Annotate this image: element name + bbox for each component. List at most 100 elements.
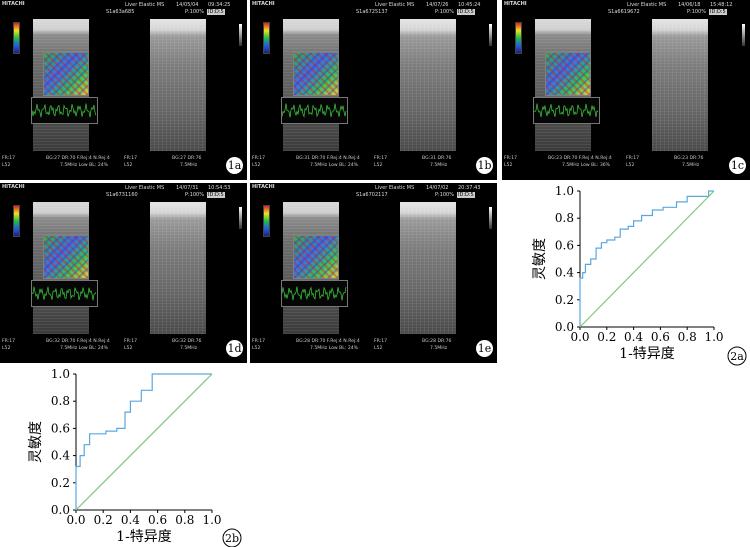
serial-text: S1a6731160 (106, 192, 138, 198)
power-text: P:100% (185, 192, 204, 198)
brand-text: HITACHI (504, 1, 527, 7)
elastic-roi-overlay (43, 52, 89, 96)
strain-waveform (32, 286, 97, 301)
footer-left-2: L52 (252, 346, 261, 351)
footer-mid-2: 7.5MHz Low BL: 24% (310, 163, 359, 168)
footer-far-1: BG:27 DR:76 (172, 156, 202, 161)
mode-text: Liver Elastic MS (375, 185, 415, 191)
time-text: 09:34:25 (208, 2, 231, 8)
footer-left-2: L52 (2, 163, 11, 168)
figure-label-circle (222, 528, 242, 547)
x-tick-label: 0.0 (570, 330, 589, 344)
footer-right-2: L52 (374, 163, 383, 168)
y-tick-label: 0.8 (555, 211, 574, 225)
field-badge: ID:D:5 (457, 9, 475, 15)
footer-left-2: L52 (252, 163, 261, 168)
footer-mid-1: BG:27 DR:70 F.Rej:4 N.Rej:4 (46, 156, 110, 161)
field-badge: ID:D:5 (207, 192, 225, 198)
strain-graph (31, 97, 98, 124)
x-tick-label: 1.0 (704, 330, 723, 344)
roc-curve (579, 190, 714, 327)
footer-far-1: BG:32 DR:76 (172, 339, 202, 344)
strain-graph (281, 97, 348, 124)
elastic-roi-overlay (293, 235, 339, 279)
x-axis-label: 1-特异度 (116, 529, 172, 545)
footer-right-1: FR:17 (374, 156, 388, 161)
ultrasound-panel-1e: HITACHI Liver Elastic MS 14/07/02 20:37:… (250, 183, 497, 363)
y-tick-label: 0.4 (555, 266, 574, 280)
mode-text: Liver Elastic MS (375, 2, 415, 8)
date-text: 14/07/02 (426, 185, 449, 191)
footer-right-2: L52 (374, 346, 383, 351)
x-axis-label: 1-特异度 (619, 346, 675, 362)
footer-far-2: 7.5MHz (682, 163, 700, 168)
footer-far-1: BG:31 DR:76 (422, 156, 452, 161)
mode-text: Liver Elastic MS (627, 2, 667, 8)
footer-mid-1: BG:28 DR:70 F.Rej:4 N.Rej:4 (296, 339, 360, 344)
x-tick-label: 0.8 (175, 513, 194, 527)
footer-right-1: FR:17 (124, 339, 138, 344)
footer-left-1: FR:17 (2, 156, 16, 161)
footer-left-1: FR:17 (252, 156, 266, 161)
footer-right-1: FR:17 (374, 339, 388, 344)
brand-text: HITACHI (2, 184, 25, 190)
field-badge: ID:D:5 (207, 9, 225, 15)
strain-waveform (32, 103, 97, 118)
date-text: 14/05/04 (176, 2, 199, 8)
elastic-roi-overlay (293, 52, 339, 96)
gray-scale-bar (239, 207, 242, 229)
roc-curve (75, 373, 212, 510)
y-tick-label: 0.8 (51, 394, 70, 408)
reference-line (75, 373, 213, 511)
strain-line (534, 103, 599, 118)
footer-right-1: FR:17 (124, 156, 138, 161)
figure-label: 2b (222, 528, 242, 547)
roc-chart-2a: 0.0 0.2 0.4 0.6 0.8 1.0 0.0 0.2 0.4 0.6 0.8 1.0 1-特异… (532, 184, 747, 366)
footer-mid-1: BG:32 DR:70 F.Rej:4 N.Rej:4 (46, 339, 110, 344)
y-tick-label: 0.6 (555, 238, 574, 252)
power-text: P:100% (435, 9, 454, 15)
time-text: 20:37:43 (458, 185, 481, 191)
footer-far-2: 7.5MHz (180, 346, 198, 351)
x-tick-label: 0.6 (651, 330, 670, 344)
ultrasound-panel-1a: HITACHI Liver Elastic MS 14/05/04 09:34:… (0, 0, 247, 180)
figure-label: 2a (727, 346, 747, 366)
reference-line (579, 190, 715, 328)
y-axis-label: 灵敏度 (532, 238, 548, 280)
footer-left-1: FR:17 (252, 339, 266, 344)
y-tick-label: 0.0 (555, 320, 574, 334)
y-tick-label: 0.4 (51, 449, 70, 463)
x-tick-label: 0.4 (121, 513, 140, 527)
footer-far-2: 7.5MHz (430, 163, 448, 168)
field-badge: ID:D:5 (457, 192, 475, 198)
figure-label: 1d (226, 340, 243, 357)
figure-label: 1b (476, 157, 493, 174)
time-text: 10:45:24 (458, 2, 481, 8)
y-tick-label: 1.0 (555, 184, 574, 198)
date-text: 14/07/31 (176, 185, 199, 191)
elastic-color-bar (263, 22, 270, 54)
footer-mid-2: 7.5MHz Low BL: 24% (310, 346, 359, 351)
brand-text: HITACHI (252, 1, 275, 7)
date-text: 14/07/26 (426, 2, 449, 8)
brand-text: HITACHI (252, 184, 275, 190)
footer-mid-2: 7.5MHz Low BL: 36% (562, 163, 611, 168)
footer-left-1: FR:17 (504, 156, 518, 161)
serial-text: S1a6619672 (608, 9, 640, 15)
gray-scale-bar (742, 24, 745, 46)
x-tick-label: 0.4 (624, 330, 643, 344)
elastic-roi-overlay (43, 235, 89, 279)
elastic-color-bar (13, 205, 20, 237)
elastic-color-bar (13, 22, 20, 54)
footer-mid-2: 7.5MHz Low BL: 24% (60, 163, 109, 168)
serial-text: S1a6725137 (356, 9, 388, 15)
footer-left-2: L52 (504, 163, 513, 168)
strain-line (282, 286, 347, 301)
elastic-color-bar (263, 205, 270, 237)
bmode-image (150, 202, 206, 334)
footer-far-2: 7.5MHz (180, 163, 198, 168)
strain-graph (533, 97, 600, 124)
figure-label-text: 2b (225, 532, 239, 545)
field-badge: ID:D:5 (709, 9, 727, 15)
x-tick-label: 1.0 (202, 513, 221, 527)
